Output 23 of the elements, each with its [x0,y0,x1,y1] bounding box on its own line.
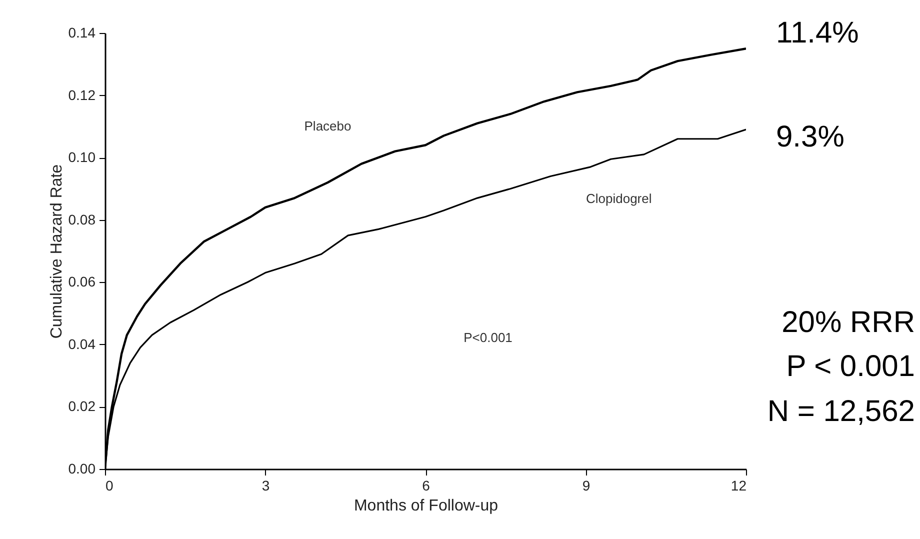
y-tick-label: 0.08 [68,211,96,228]
y-tick-label: 0.02 [68,398,96,414]
series-label: Clopidogrel [586,191,652,206]
text: N = 12,562 [767,395,915,428]
x-tick-label: 12 [730,478,747,494]
x-tick-label: 3 [262,478,270,494]
y-tick-label: 0.04 [68,336,96,352]
annotation: P<0.001 [464,330,512,345]
text: Placebo [304,118,352,134]
text: 20% RRR [782,306,915,339]
y-axis-title: Cumulative Hazard Rate [48,164,66,339]
y-tick-label: 0.06 [68,274,96,290]
annotation: 11.4% [776,16,859,50]
y-tick-label: 0.14 [68,24,96,40]
x-tick-label: 0 [106,478,114,494]
y-tick-label: 0.10 [68,149,96,166]
text: P < 0.001 [786,350,915,383]
x-axis-title: Months of Follow-up [354,498,498,514]
x-tick-label: 9 [582,478,590,494]
annotation: 9.3% [776,120,844,154]
y-tick-label: 0.12 [68,86,96,103]
y-tick-label: 0.00 [68,460,96,476]
x-tick-label: 6 [422,478,430,494]
